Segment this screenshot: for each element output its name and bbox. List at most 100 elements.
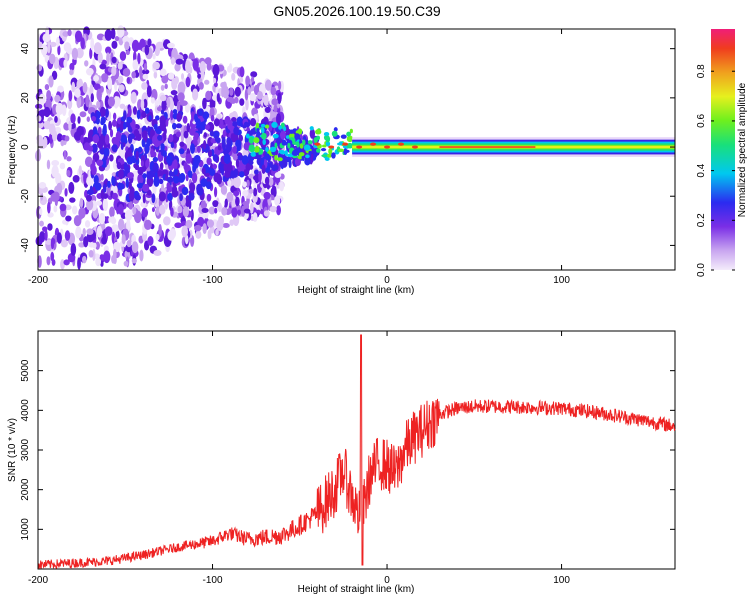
spectrogram-x-tick-label: 0: [384, 275, 390, 286]
spectrogram-cell: [228, 63, 233, 73]
spectrogram-cell: [100, 59, 107, 65]
spectrogram-cell: [37, 135, 44, 148]
spectrogram-cell: [215, 228, 219, 236]
spectrogram-cell: [281, 158, 288, 168]
spectrogram-cell: [175, 58, 184, 65]
spectrogram-cell: [47, 223, 53, 231]
spectrogram-cell: [174, 63, 181, 72]
spectrogram-cell: [128, 200, 134, 210]
spectrogram-cell: [348, 137, 352, 141]
spectrogram-cell: [274, 142, 278, 149]
spectrogram-cell: [181, 220, 187, 227]
spectrogram-cell: [338, 148, 345, 153]
colorbar-tick-label: 0.8: [696, 64, 707, 78]
spectrogram-ylabel: Frequency (Hz): [7, 116, 18, 185]
spectrogram-cell: [209, 130, 215, 137]
spectrogram-carrier-peak: [370, 142, 377, 146]
spectrogram-cell: [229, 112, 237, 119]
spectrogram-cell: [150, 128, 155, 137]
spectrogram-cell: [104, 108, 109, 118]
spectrogram-cell: [234, 86, 241, 97]
spectrogram-cell: [263, 94, 269, 106]
spectrogram-cell: [197, 216, 205, 228]
spectrogram-cell: [166, 42, 175, 49]
spectrogram-cell: [214, 135, 219, 143]
spectrogram-cell: [148, 170, 155, 178]
spectrogram-cell: [90, 37, 95, 51]
spectrogram-cell: [123, 260, 129, 267]
spectrogram-cell: [59, 162, 66, 170]
spectrogram-cell: [61, 104, 67, 117]
spectrogram-cell: [95, 257, 102, 267]
spectrogram-cell: [103, 147, 110, 157]
spectrogram-cell: [265, 147, 269, 152]
spectrogram-cell: [140, 160, 144, 168]
spectrogram-cell: [131, 121, 136, 131]
spectrogram-cell: [160, 84, 165, 91]
spectrogram-cell: [38, 182, 47, 189]
spectrogram-cell: [173, 175, 180, 184]
spectrogram-cell: [195, 230, 202, 239]
spectrogram-cell: [85, 94, 90, 108]
spectrogram-cell: [46, 256, 51, 266]
spectrogram-cell: [112, 112, 117, 121]
spectrogram-cell: [238, 171, 245, 178]
spectrogram-cell: [152, 156, 159, 163]
spectrogram-cell: [96, 225, 103, 238]
spectrogram-cell: [206, 157, 212, 165]
spectrogram-cell: [89, 185, 93, 192]
spectrogram-cell: [80, 134, 84, 144]
spectrogram-cell: [54, 115, 58, 123]
spectrogram-cell: [231, 198, 236, 209]
spectrogram-cell: [71, 47, 79, 61]
colorbar-tick-label: 0.2: [696, 213, 707, 227]
spectrogram-cell: [159, 94, 167, 102]
spectrogram-cell: [44, 84, 50, 91]
spectrogram-cell: [324, 157, 330, 161]
spectrogram-cell: [179, 93, 183, 106]
spectrogram-cell: [126, 116, 133, 124]
spectrogram-cell: [331, 130, 338, 137]
spectrogram-cell: [159, 162, 164, 170]
spectrogram-cell: [100, 116, 106, 124]
spectrogram-cell: [152, 53, 156, 60]
spectrogram-cell: [132, 206, 137, 215]
spectrogram-cell: [248, 136, 255, 144]
spectrogram-cell: [303, 144, 311, 151]
spectrogram-cell: [212, 77, 217, 84]
spectrogram-cell: [264, 106, 271, 114]
spectrogram-cell: [209, 168, 216, 177]
spectrogram-cell: [217, 145, 222, 151]
spectrogram-cell: [79, 111, 87, 118]
spectrogram-cell: [212, 200, 219, 208]
spectrogram-cell: [200, 178, 208, 187]
spectrogram-cell: [233, 176, 241, 188]
spectrogram-cell: [48, 75, 54, 88]
spectrogram-cell: [86, 116, 91, 123]
spectrogram-cell: [246, 179, 250, 188]
spectrogram-cell: [346, 142, 354, 149]
spectrogram-cell: [205, 90, 212, 101]
spectrogram-cell: [213, 118, 220, 127]
spectrogram-cell: [262, 139, 266, 146]
spectrogram-cell: [309, 126, 314, 131]
spectrogram-cell: [59, 203, 67, 212]
spectrogram-cell: [152, 61, 160, 70]
spectrogram-cell: [111, 56, 117, 64]
spectrogram-cell: [315, 129, 322, 135]
spectrogram-cell: [260, 208, 264, 215]
spectrogram-cell: [159, 68, 167, 77]
spectrogram-cell: [220, 185, 228, 195]
spectrogram-cell: [39, 220, 44, 227]
spectrogram-cell: [180, 130, 185, 143]
spectrogram-cell: [125, 50, 130, 56]
spectrogram-cell: [155, 206, 160, 216]
spectrogram-cell: [322, 144, 327, 148]
spectrogram-cell: [160, 109, 165, 115]
snr-x-tick-label: 100: [553, 575, 570, 586]
spectrogram-cell: [155, 128, 162, 135]
spectrogram-cell: [188, 192, 195, 201]
spectrogram-cell: [204, 79, 210, 85]
spectrogram-cell: [181, 186, 189, 196]
spectrogram-cell: [49, 123, 56, 136]
